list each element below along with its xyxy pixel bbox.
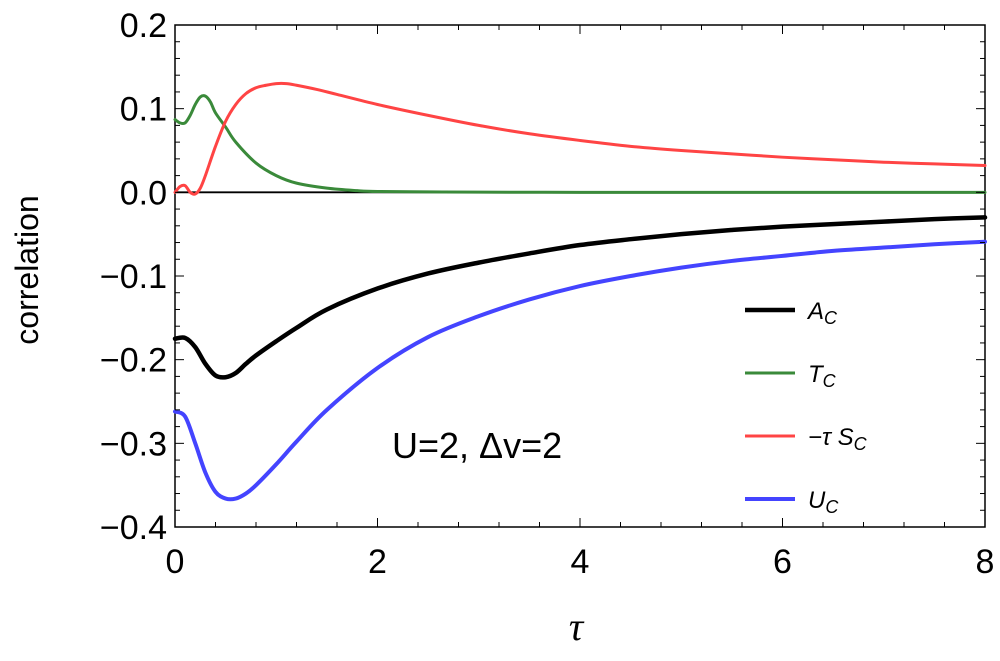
x-tick-label: 0: [166, 543, 185, 581]
tick-labels-layer: 0 2 4 6 8 −0.4 −0.3 −0.2 −0.1 0.0 0.1 0.2: [100, 7, 995, 581]
ticks-layer: [174, 24, 986, 528]
x-tick-label: 8: [976, 543, 995, 581]
x-tick-label: 6: [773, 543, 792, 581]
y-tick-label: −0.1: [100, 258, 167, 296]
legend-label: TC: [808, 361, 837, 391]
y-tick-label: 0.1: [120, 91, 167, 129]
legend: AC TC −τ SC UC: [745, 298, 868, 517]
series-layer: [172, 81, 988, 502]
x-tick-label: 4: [571, 543, 590, 581]
y-axis-title: correlation: [9, 195, 45, 344]
y-tick-label: −0.3: [100, 425, 167, 463]
parameter-annotation: U=2, Δv=2: [392, 425, 562, 466]
series-line-3: [173, 81, 987, 196]
legend-label: AC: [806, 298, 838, 328]
legend-label: −τ SC: [808, 424, 868, 454]
x-axis-title: τ: [569, 604, 585, 649]
series-line-4: [173, 239, 987, 502]
y-tick-label: 0.2: [120, 7, 167, 45]
legend-label: UC: [808, 487, 839, 517]
y-tick-label: 0.0: [120, 174, 167, 212]
series-line-2: [173, 94, 987, 194]
series-line-1: [172, 215, 988, 380]
x-tick-label: 2: [368, 543, 387, 581]
y-tick-label: −0.4: [100, 509, 167, 547]
y-tick-label: −0.2: [100, 342, 167, 380]
